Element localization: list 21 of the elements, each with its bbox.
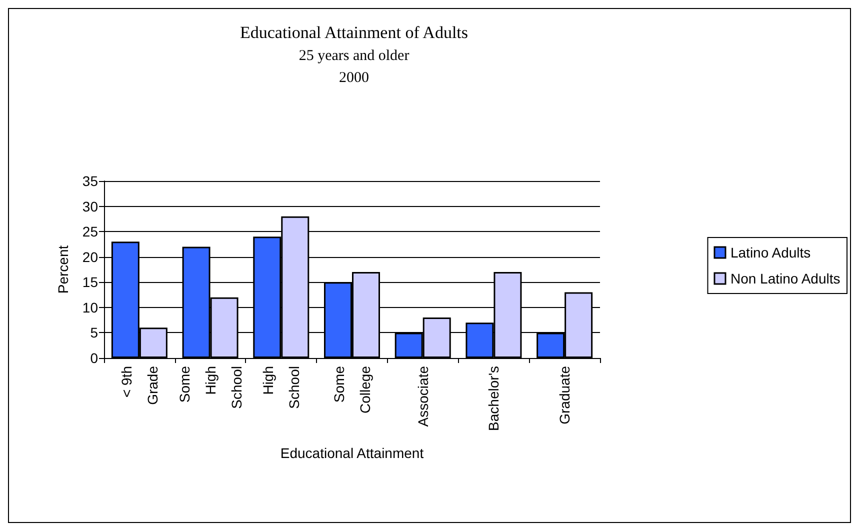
chart-subtitle: 25 years and older 2000 <box>298 48 410 86</box>
y-tick-label: 30 <box>82 198 98 214</box>
x-tick-label: Some High School <box>176 366 244 409</box>
x-tick-label: Bachelor's <box>486 366 502 431</box>
y-tick-label: 10 <box>82 299 98 316</box>
x-tick-label: Some College <box>331 366 373 414</box>
y-tick-label: 20 <box>82 248 98 265</box>
y-tick-label: 0 <box>90 350 98 366</box>
x-axis-title: Educational Attainment <box>280 445 424 461</box>
y-tick-label: 15 <box>82 274 98 290</box>
y-tick-label: 5 <box>90 324 98 341</box>
x-tick-label: Associate <box>414 366 431 427</box>
x-tick-label: Graduate <box>556 366 573 424</box>
x-tick-label: < 9th Grade <box>118 366 160 405</box>
legend-label: Non Latino Adults <box>730 270 840 286</box>
x-tick-label: High School <box>260 366 302 409</box>
y-tick-label: 25 <box>82 224 98 240</box>
y-tick-label: 35 <box>82 173 98 189</box>
y-axis-title: Percent <box>55 245 71 294</box>
legend-label: Latino Adults <box>730 244 811 260</box>
chart-title: Educational Attainment of Adults <box>240 23 468 42</box>
